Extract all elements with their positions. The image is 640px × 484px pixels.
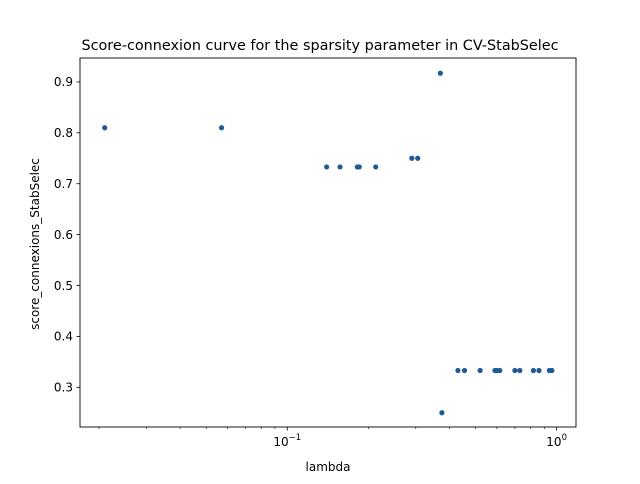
x-axis-label: lambda [306, 460, 351, 474]
data-point [102, 125, 108, 131]
y-tick-label: 0.9 [54, 75, 73, 89]
data-point [477, 367, 483, 374]
data-point [530, 367, 537, 374]
data-point [497, 367, 503, 374]
data-point [324, 164, 330, 170]
data-point [512, 367, 518, 374]
data-point [373, 164, 379, 170]
y-tick-label: 0.4 [54, 330, 73, 344]
x-tick-label: 100 [546, 433, 567, 449]
data-point [409, 155, 415, 161]
y-tick-label: 0.7 [54, 177, 73, 191]
chart-title: Score-connexion curve for the sparsity p… [81, 38, 558, 54]
y-axis-ticks: 0.3 0.4 0.5 0.6 0.7 0.8 0.9 [54, 75, 80, 395]
x-axis-ticks: 10−1 100 [98, 427, 567, 449]
data-points [102, 70, 555, 416]
x-tick-label: 10−1 [273, 433, 301, 449]
data-point [356, 164, 362, 170]
data-point [461, 367, 468, 374]
data-point [549, 367, 555, 374]
data-point [415, 155, 421, 161]
y-axis-label: score_connexions_StabSelec [28, 158, 42, 330]
plot-frame [79, 57, 577, 428]
data-point [517, 367, 523, 374]
data-point [536, 367, 542, 374]
data-point [439, 410, 445, 416]
data-point [437, 70, 443, 76]
data-point [455, 367, 461, 374]
y-tick-label: 0.6 [54, 228, 73, 242]
y-tick-label: 0.3 [54, 381, 73, 395]
y-tick-label: 0.8 [54, 126, 73, 140]
y-tick-label: 0.5 [54, 279, 73, 293]
data-point [218, 125, 225, 131]
data-point [337, 164, 343, 170]
